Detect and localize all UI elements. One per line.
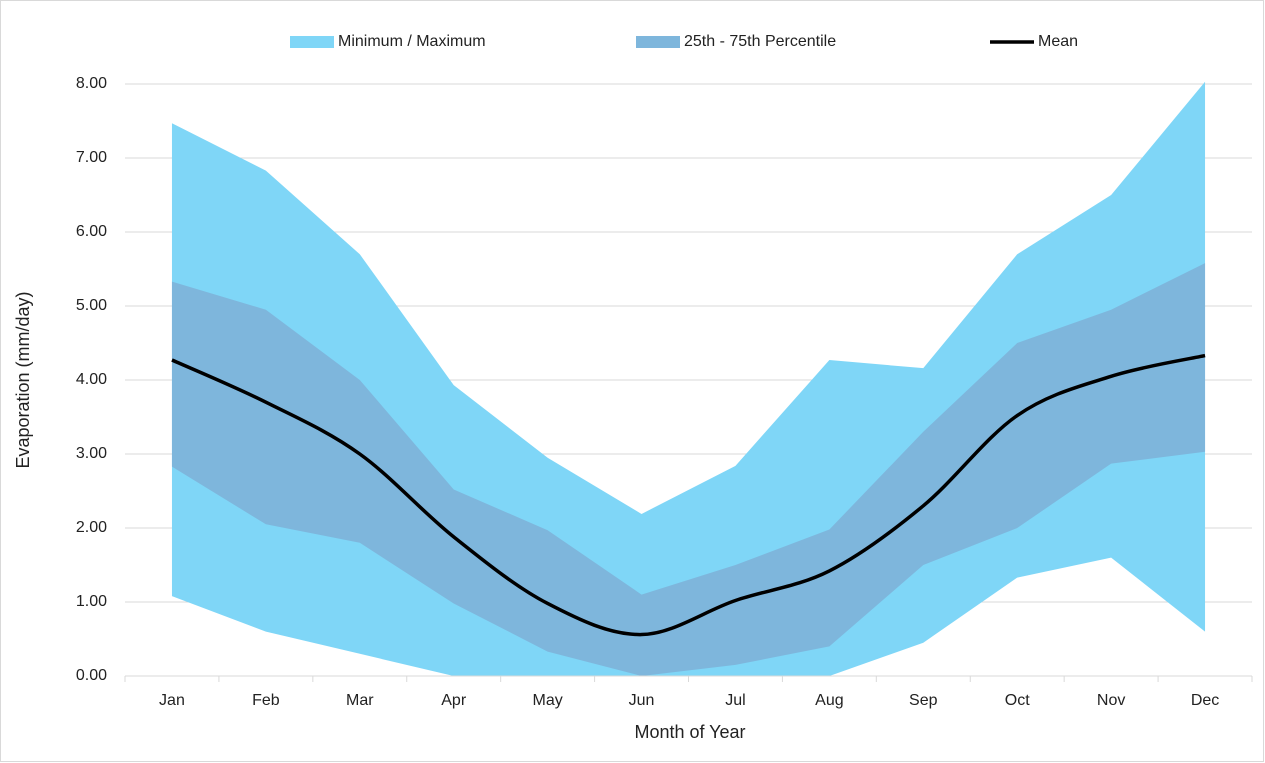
y-tick-label: 1.00 xyxy=(76,593,107,610)
x-tick-label: Jun xyxy=(629,692,655,709)
x-tick-label: Feb xyxy=(252,692,280,709)
y-tick-label: 7.00 xyxy=(76,149,107,166)
y-tick-label: 5.00 xyxy=(76,297,107,314)
x-tick-label: May xyxy=(533,692,563,709)
legend-label: Mean xyxy=(1038,33,1078,50)
x-tick-label: Jul xyxy=(725,692,745,709)
x-tick-label: Oct xyxy=(1005,692,1030,709)
x-tick-label: Nov xyxy=(1097,692,1125,709)
x-tick-label: Jan xyxy=(159,692,185,709)
y-tick-label: 3.00 xyxy=(76,445,107,462)
legend-label: 25th - 75th Percentile xyxy=(684,33,836,50)
y-tick-label: 0.00 xyxy=(76,667,107,684)
mean-line xyxy=(171,353,1206,637)
band-area xyxy=(171,263,1206,676)
legend-swatch xyxy=(636,36,680,48)
x-axis-label: Month of Year xyxy=(634,722,745,742)
y-axis-label: Evaporation (mm/day) xyxy=(13,291,33,468)
x-tick-label: Apr xyxy=(441,692,467,709)
y-tick-label: 2.00 xyxy=(76,519,107,536)
x-tick-label: Mar xyxy=(346,692,374,709)
y-tick-label: 8.00 xyxy=(76,75,107,92)
x-tick-label: Dec xyxy=(1191,692,1219,709)
legend-label: Minimum / Maximum xyxy=(338,33,486,50)
x-tick-label: Sep xyxy=(909,692,938,709)
y-tick-label: 4.00 xyxy=(76,371,107,388)
legend-swatch xyxy=(290,36,334,48)
x-tick-label: Aug xyxy=(815,692,843,709)
y-tick-label: 6.00 xyxy=(76,223,107,240)
